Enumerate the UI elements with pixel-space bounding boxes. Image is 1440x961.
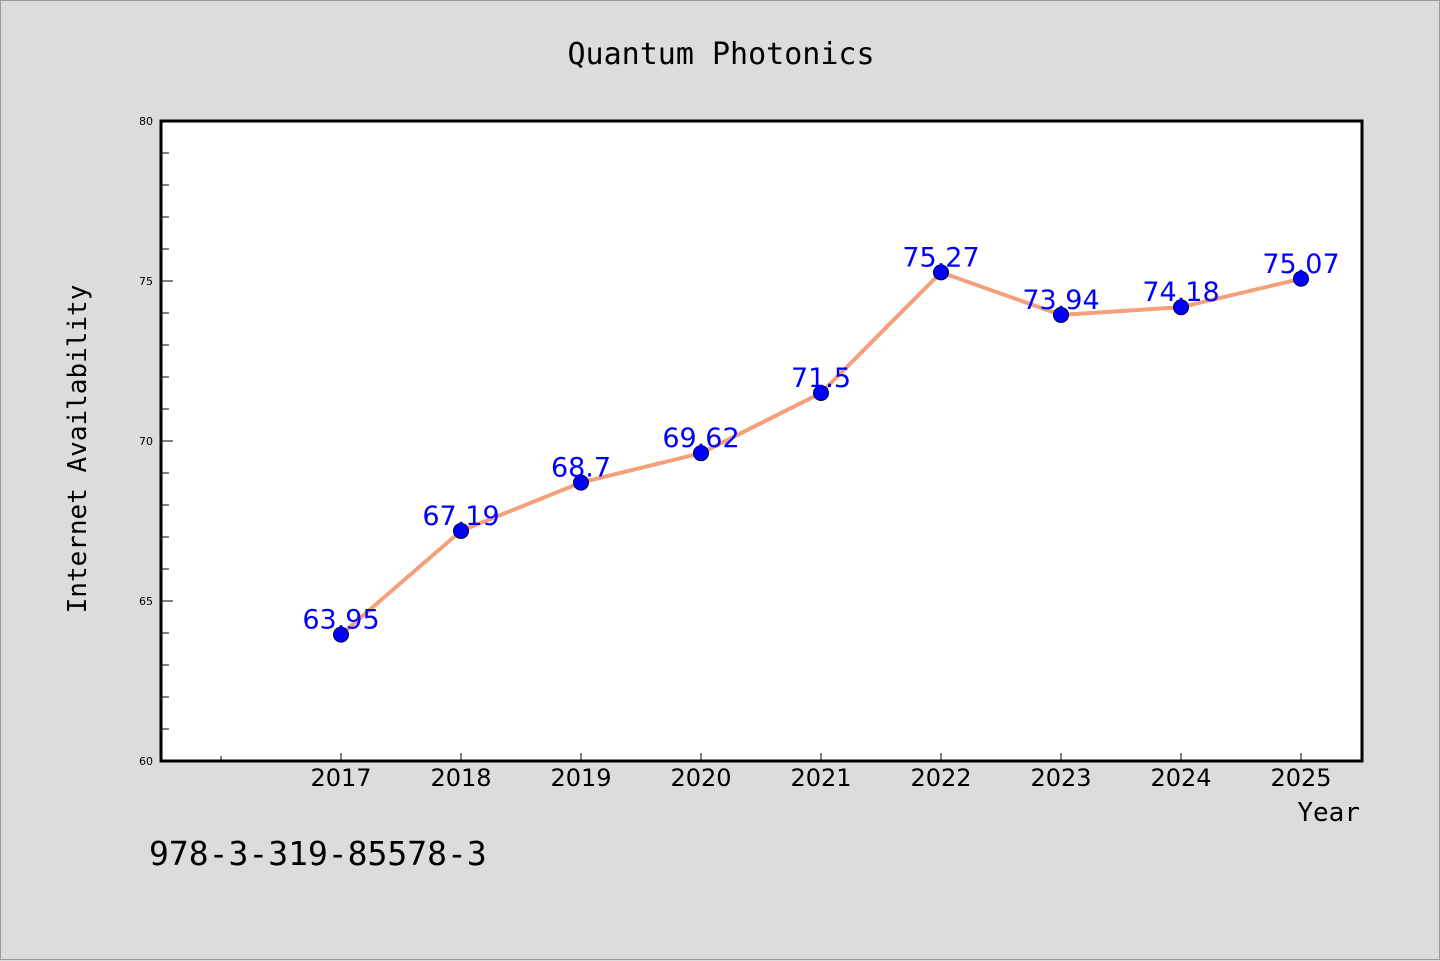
data-label: 73.94: [1022, 285, 1099, 316]
chart-title: Quantum Photonics: [567, 37, 874, 72]
data-point: [813, 385, 829, 401]
y-tick-label: 60: [139, 755, 153, 768]
data-point: [1293, 270, 1309, 287]
x-tick-label: 2021: [790, 764, 851, 792]
y-tick-label: 75: [139, 275, 153, 288]
plot-area: [159, 119, 1364, 763]
data-point: [333, 626, 349, 643]
data-label: 71.5: [791, 363, 851, 394]
data-label: 69.62: [662, 423, 739, 454]
x-tick-label: 2017: [310, 764, 371, 792]
data-point: [573, 474, 589, 491]
x-tick-label: 2018: [430, 764, 491, 792]
y-tick-label: 80: [139, 115, 153, 128]
data-point: [1053, 306, 1069, 323]
data-label: 63.95: [302, 605, 379, 636]
data-label-layer: 63.95 67.19 68.7 69.62 71.5 75.27 73.94 74.18 75…: [302, 242, 1339, 635]
y-axis: 60 65 70 75 80: [139, 115, 173, 768]
data-point: [453, 522, 469, 539]
x-tick-label: 2020: [670, 764, 731, 792]
y-tick-label: 65: [139, 595, 153, 608]
x-tick-label: 2025: [1270, 764, 1331, 792]
x-tick-label: 2019: [550, 764, 611, 792]
x-axis-label: Year: [1297, 798, 1360, 828]
data-label: 68.7: [551, 453, 611, 484]
y-axis-label: Internet Availability: [63, 285, 93, 614]
x-tick-label: 2023: [1030, 764, 1091, 792]
data-point: [693, 445, 709, 462]
data-label: 75.27: [902, 242, 979, 273]
isbn-text: 978-3-319-85578-3: [149, 834, 487, 873]
data-label: 74.18: [1142, 277, 1219, 308]
data-label: 67.19: [422, 501, 499, 532]
data-point: [933, 264, 949, 281]
x-tick-label: 2022: [910, 764, 971, 792]
data-point: [1173, 299, 1189, 316]
x-tick-label: 2024: [1150, 764, 1211, 792]
data-label: 75.07: [1262, 249, 1339, 280]
y-tick-label: 70: [139, 435, 153, 448]
x-axis: 2017 2018 2019 2020 2021 2022 2023 2024 2025: [220, 753, 1332, 792]
series-line-layer: [333, 264, 1309, 643]
